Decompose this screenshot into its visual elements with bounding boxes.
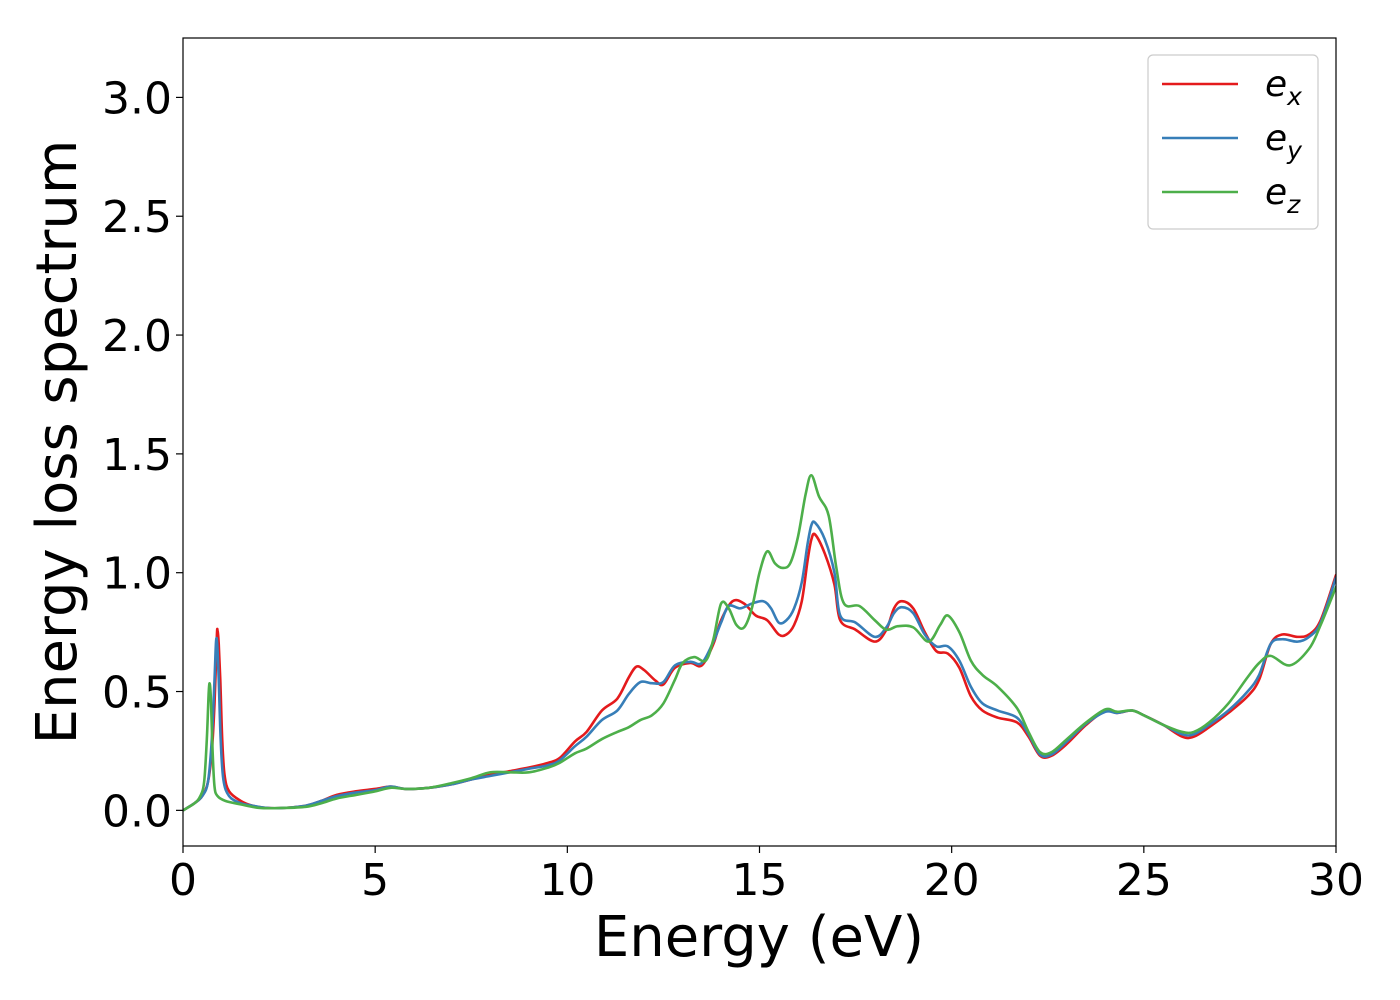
y-tick-label: 1.5 (102, 430, 172, 481)
y-tick-label: 2.0 (102, 311, 172, 362)
x-axis-title: Energy (eV) (594, 905, 924, 970)
y-tick-label: 1.0 (102, 549, 172, 600)
x-tick-label: 15 (732, 855, 788, 906)
y-tick-label: 0.0 (102, 786, 172, 837)
legend-frame (1147, 54, 1319, 230)
x-tick-label: 25 (1116, 855, 1172, 906)
x-tick-label: 5 (361, 855, 389, 906)
series-lines (183, 473, 1336, 812)
x-tick-label: 20 (924, 855, 980, 906)
series-line-z (183, 473, 1336, 812)
y-axis-ticks: 0.0 0.5 1.0 1.5 2.0 2.5 3.0 (102, 73, 183, 837)
y-tick-label: 2.5 (102, 192, 172, 243)
x-tick-label: 10 (539, 855, 595, 906)
x-tick-label: 30 (1308, 855, 1364, 906)
x-axis-ticks: 0 5 10 15 20 25 30 (169, 846, 1364, 906)
y-tick-label: 0.5 (102, 668, 172, 719)
y-axis-title: Energy loss spectrum (25, 140, 90, 745)
y-tick-label: 3.0 (102, 73, 172, 124)
x-tick-label: 0 (169, 855, 197, 906)
